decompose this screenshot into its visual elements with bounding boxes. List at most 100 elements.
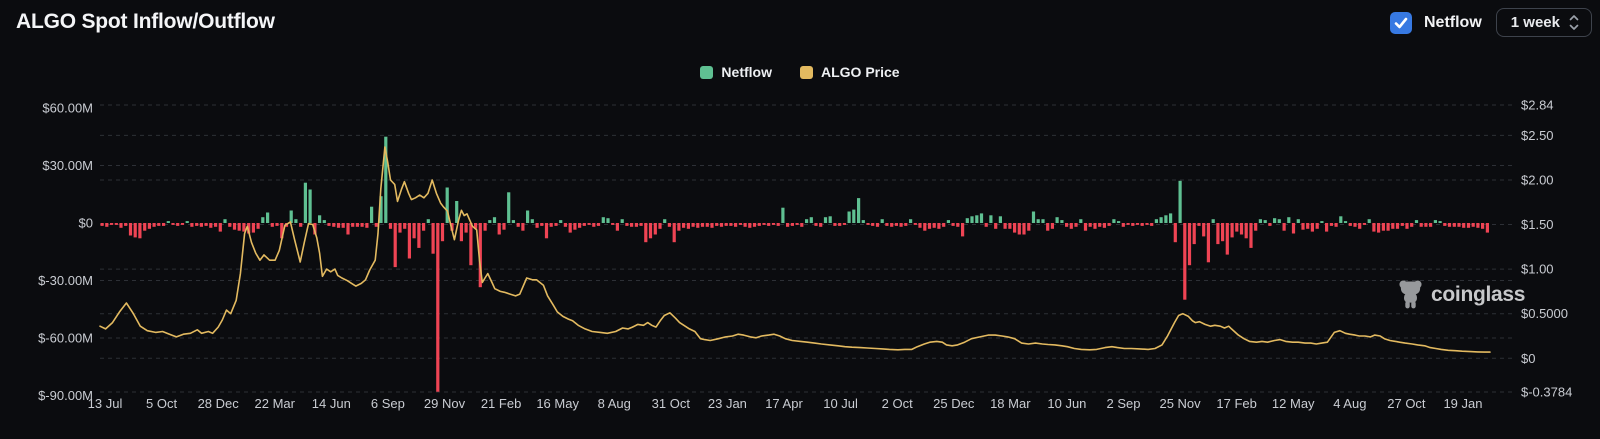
netflow-bar[interactable] <box>1367 219 1371 223</box>
netflow-bar[interactable] <box>738 223 742 225</box>
netflow-bar[interactable] <box>748 223 752 228</box>
netflow-bar[interactable] <box>403 223 407 229</box>
netflow-bar[interactable] <box>384 136 388 223</box>
netflow-bar[interactable] <box>724 223 728 226</box>
netflow-bar[interactable] <box>1036 219 1040 223</box>
netflow-bar[interactable] <box>937 223 941 229</box>
netflow-bar[interactable] <box>1273 218 1277 223</box>
netflow-bar[interactable] <box>1277 219 1281 223</box>
netflow-bar[interactable] <box>469 223 473 266</box>
netflow-bar[interactable] <box>559 220 563 223</box>
netflow-bar[interactable] <box>899 223 903 227</box>
netflow-bar[interactable] <box>819 223 823 227</box>
netflow-bar[interactable] <box>516 223 520 227</box>
netflow-bar[interactable] <box>1348 223 1352 226</box>
netflow-bar[interactable] <box>1296 219 1300 223</box>
netflow-bar[interactable] <box>1471 223 1475 227</box>
netflow-bar[interactable] <box>1173 223 1177 243</box>
netflow-bar[interactable] <box>1339 216 1343 223</box>
netflow-bar[interactable] <box>1088 223 1092 227</box>
netflow-bar[interactable] <box>1098 223 1102 227</box>
netflow-bar[interactable] <box>1206 223 1210 263</box>
netflow-bar[interactable] <box>1031 211 1036 224</box>
netflow-bar[interactable] <box>1074 223 1078 227</box>
netflow-bar[interactable] <box>1187 223 1192 266</box>
netflow-bar[interactable] <box>299 223 303 227</box>
netflow-bar[interactable] <box>171 223 175 225</box>
netflow-bar[interactable] <box>1405 223 1409 229</box>
netflow-bar[interactable] <box>630 223 634 227</box>
netflow-bar[interactable] <box>1466 223 1471 228</box>
netflow-bar[interactable] <box>275 223 279 226</box>
netflow-bar[interactable] <box>790 223 794 226</box>
netflow-bar[interactable] <box>998 216 1002 223</box>
netflow-bar[interactable] <box>809 217 813 223</box>
netflow-bar[interactable] <box>256 223 260 229</box>
netflow-bar[interactable] <box>795 223 799 225</box>
netflow-bar[interactable] <box>214 223 218 227</box>
netflow-bar[interactable] <box>1447 223 1452 227</box>
netflow-bar[interactable] <box>1121 223 1125 227</box>
netflow-bar[interactable] <box>1235 223 1239 232</box>
netflow-bar[interactable] <box>1258 219 1262 223</box>
netflow-bar[interactable] <box>105 223 109 227</box>
netflow-bar[interactable] <box>223 219 227 223</box>
netflow-bar[interactable] <box>1438 221 1442 223</box>
netflow-bar[interactable] <box>535 223 539 228</box>
netflow-bar[interactable] <box>332 223 336 227</box>
netflow-bar[interactable] <box>833 223 837 226</box>
netflow-bar[interactable] <box>1046 223 1050 231</box>
netflow-bar[interactable] <box>119 223 123 228</box>
netflow-bar[interactable] <box>374 223 378 227</box>
netflow-bar[interactable] <box>1060 220 1064 223</box>
netflow-bar[interactable] <box>852 209 856 223</box>
netflow-bar[interactable] <box>1395 223 1400 229</box>
netflow-bar[interactable] <box>710 223 714 228</box>
netflow-bar[interactable] <box>176 223 180 226</box>
netflow-bar[interactable] <box>412 223 416 239</box>
netflow-bar[interactable] <box>1476 223 1480 228</box>
netflow-bar[interactable] <box>975 215 979 223</box>
netflow-bar[interactable] <box>611 223 615 225</box>
netflow-bar[interactable] <box>880 219 884 223</box>
netflow-bar[interactable] <box>157 223 161 226</box>
netflow-bar[interactable] <box>578 223 582 228</box>
netflow-bar[interactable] <box>459 223 463 242</box>
netflow-bar[interactable] <box>511 220 515 223</box>
netflow-bar[interactable] <box>994 223 998 229</box>
netflow-bar[interactable] <box>956 223 960 227</box>
netflow-bar[interactable] <box>871 223 875 226</box>
netflow-bar[interactable] <box>1050 223 1054 229</box>
netflow-bar[interactable] <box>554 223 558 226</box>
netflow-bar[interactable] <box>842 223 846 225</box>
netflow-bar[interactable] <box>752 223 757 227</box>
netflow-bar[interactable] <box>885 223 889 226</box>
netflow-bar[interactable] <box>417 223 421 248</box>
netflow-bar[interactable] <box>1414 220 1419 223</box>
netflow-bar[interactable] <box>1334 223 1338 227</box>
netflow-bar[interactable] <box>1310 223 1314 232</box>
netflow-bar[interactable] <box>951 223 955 226</box>
netflow-bar[interactable] <box>1140 223 1144 226</box>
netflow-bar[interactable] <box>1211 219 1215 223</box>
netflow-bar[interactable] <box>625 223 629 226</box>
netflow-bar[interactable] <box>1377 223 1381 233</box>
netflow-bar[interactable] <box>805 219 809 223</box>
netflow-bar[interactable] <box>431 223 435 254</box>
netflow-bar[interactable] <box>1041 219 1045 223</box>
netflow-bar[interactable] <box>180 223 185 225</box>
netflow-bar[interactable] <box>932 223 936 228</box>
netflow-bar[interactable] <box>289 210 293 224</box>
netflow-bar[interactable] <box>894 223 898 226</box>
netflow-checkbox[interactable] <box>1390 11 1412 34</box>
netflow-bar[interactable] <box>251 223 255 233</box>
netflow-bar[interactable] <box>497 223 501 235</box>
netflow-bar[interactable] <box>1069 223 1073 229</box>
netflow-bar[interactable] <box>686 223 690 229</box>
netflow-bar[interactable] <box>521 223 525 231</box>
netflow-bar[interactable] <box>823 217 828 223</box>
netflow-bar[interactable] <box>526 210 530 224</box>
netflow-bar[interactable] <box>507 192 511 223</box>
netflow-bar[interactable] <box>114 223 118 225</box>
netflow-bar[interactable] <box>1230 223 1234 238</box>
